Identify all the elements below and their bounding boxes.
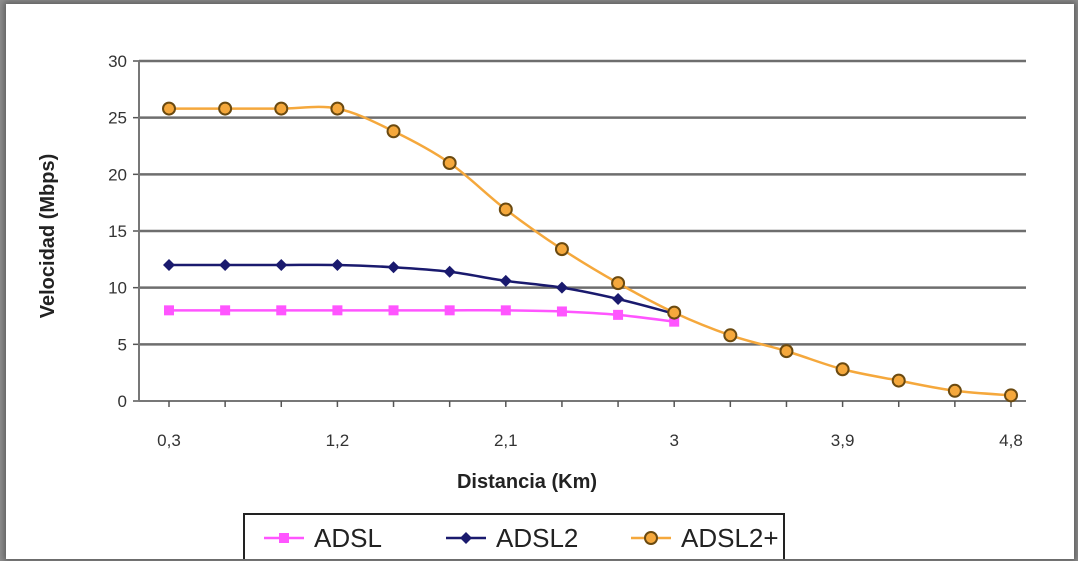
point-adsl2-plus	[442, 156, 457, 170]
series-adsl	[164, 305, 680, 327]
point-adsl	[164, 305, 174, 316]
point-adsl2-plus	[835, 362, 850, 377]
gridlines	[139, 59, 1026, 346]
point-adsl2	[275, 259, 288, 271]
point-adsl	[276, 305, 287, 316]
point-adsl2-plus	[554, 242, 569, 257]
y-tick-label: 0	[118, 392, 127, 411]
point-adsl	[500, 305, 511, 316]
legend-box	[243, 513, 785, 559]
point-adsl2	[499, 274, 512, 287]
point-adsl	[332, 305, 343, 316]
point-adsl	[220, 305, 231, 316]
x-tick-label: 3	[669, 431, 678, 450]
point-adsl	[613, 309, 624, 320]
point-adsl2-plus	[723, 328, 738, 343]
point-adsl2	[163, 259, 175, 271]
point-adsl	[444, 305, 455, 316]
legend-label: ADSL2+	[681, 523, 779, 553]
series-adsl2-plus	[162, 101, 1018, 403]
point-adsl2-plus	[218, 101, 233, 116]
legend-marker	[460, 532, 472, 544]
x-axis-label: Distancia (Km)	[457, 471, 597, 493]
y-tick-labels: 0 5 10 15 20 25 30	[108, 52, 127, 411]
legend-item-adsl: ADSL	[264, 523, 382, 553]
x-tick-labels: 0,3 1,2 2,1 3 3,9 4,8	[157, 431, 1023, 450]
series-line-adsl2-plus	[169, 105, 1012, 397]
y-tick-label: 30	[108, 52, 127, 71]
point-adsl2	[443, 265, 456, 278]
series-line-adsl	[168, 308, 675, 323]
y-tick-label: 15	[108, 222, 127, 241]
series-group	[162, 101, 1018, 403]
x-tick-label: 1,2	[326, 431, 350, 450]
legend-marker	[644, 531, 658, 545]
legend-label: ADSL2	[496, 523, 578, 553]
line-chart: 0 5 10 15 20 25 30 0,3 1,2 2,1 3 3,9 4,8 Velocidad …	[37, 52, 1026, 559]
point-adsl2-plus	[1004, 388, 1018, 403]
point-adsl2-plus	[667, 305, 682, 320]
x-tick-label: 4,8	[999, 431, 1023, 450]
y-tick-label: 25	[108, 109, 127, 128]
point-adsl2	[387, 261, 400, 274]
x-tick-label: 3,9	[831, 431, 855, 450]
x-tick-label: 2,1	[494, 431, 518, 450]
point-adsl2-plus	[611, 276, 626, 291]
axes	[133, 60, 1026, 407]
legend-item-adsl2-plus: ADSL2+	[631, 523, 779, 553]
legend: ADSL ADSL2 ADSL2+	[243, 513, 785, 559]
series-line-adsl2	[169, 263, 675, 315]
point-adsl	[388, 305, 399, 316]
point-adsl2	[612, 293, 625, 305]
y-tick-label: 5	[118, 335, 127, 354]
point-adsl2-plus	[274, 101, 289, 116]
series-adsl2	[163, 259, 681, 320]
point-adsl2	[219, 259, 232, 271]
point-adsl2	[331, 259, 344, 271]
point-adsl2-plus	[891, 373, 906, 388]
legend-label: ADSL	[314, 523, 382, 553]
y-tick-label: 10	[108, 279, 127, 298]
point-adsl2-plus	[162, 101, 176, 116]
y-axis-label: Velocidad (Mbps)	[37, 154, 59, 318]
point-adsl2-plus	[386, 124, 401, 139]
point-adsl2-plus	[947, 383, 962, 398]
point-adsl2-plus	[498, 202, 513, 217]
point-adsl	[669, 316, 680, 327]
chart-frame: 0 5 10 15 20 25 30 0,3 1,2 2,1 3 3,9 4,8 Velocidad …	[6, 4, 1074, 559]
legend-item-adsl2: ADSL2	[446, 523, 578, 553]
x-tick-label: 0,3	[157, 431, 181, 450]
legend-marker	[279, 533, 289, 543]
point-adsl	[556, 306, 567, 317]
y-tick-label: 20	[108, 165, 127, 184]
point-adsl2	[555, 281, 568, 294]
point-adsl2-plus	[330, 101, 345, 116]
point-adsl2-plus	[779, 344, 794, 359]
